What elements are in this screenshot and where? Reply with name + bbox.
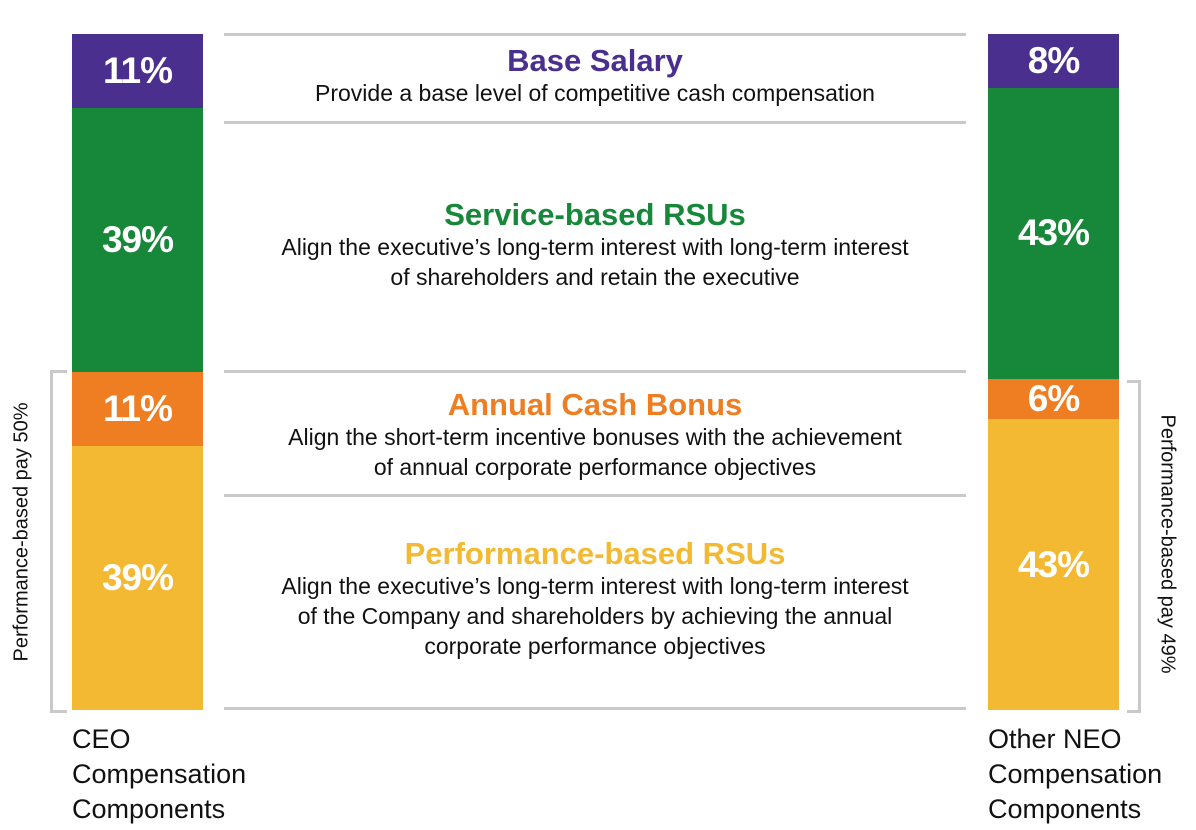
base-salary-description: Base Salary Provide a base level of comp… [224,44,966,108]
component-text-line: Provide a base level of competitive cash… [315,80,875,106]
divider-line [224,33,966,36]
bar-value-label: 11% [102,50,173,92]
neo-column-label: Other NEO Compensation Components [988,722,1162,827]
bar-value-label: 43% [1017,212,1090,254]
ceo-performance-label: Performance-based pay 50% [10,402,33,662]
neo-performance-label: Performance-based pay 49% [1156,414,1179,674]
ceo-bar-segment-service-based-rsus: 39% [72,108,203,372]
neo-performance-bracket [1127,380,1141,713]
neo-bar-segment-performance-based-rsus: 43% [988,419,1119,710]
neo-label-line: Other NEO [988,724,1122,754]
bar-value-label: 39% [101,557,174,599]
component-text-line: of shareholders and retain the executive [390,264,800,290]
ceo-label-line: Components [72,794,226,824]
component-title: Performance-based RSUs [404,536,786,571]
ceo-bar-segment-base-salary: 11% [72,34,203,109]
divider-line [224,494,966,497]
divider-line [224,707,966,710]
component-text-line: Align the executive’s long-term interest… [281,234,909,260]
performance-rsus-description: Performance-based RSUs Align the executi… [224,537,966,661]
bar-value-label: 8% [1027,40,1080,82]
annual-cash-bonus-description: Annual Cash Bonus Align the short-term i… [224,388,966,482]
bar-value-label: 43% [1017,543,1090,585]
ceo-label-line: Compensation [72,759,247,789]
neo-bar-segment-base-salary: 8% [988,34,1119,89]
component-text-line: Align the executive’s long-term interest… [281,573,909,599]
component-text-line: Align the short-term incentive bonuses w… [288,424,902,450]
component-text-line: of the Company and shareholders by achie… [297,603,893,629]
neo-label-line: Compensation [988,759,1163,789]
ceo-column-label: CEO Compensation Components [72,722,246,827]
component-text-line: of annual corporate performance objectiv… [373,454,817,480]
neo-stacked-bar: 8% 43% 6% 43% [988,34,1119,710]
neo-bar-segment-service-based-rsus: 43% [988,88,1119,379]
ceo-label-line: CEO [72,724,131,754]
service-rsus-description: Service-based RSUs Align the executive’s… [224,198,966,292]
component-title: Base Salary [507,43,683,78]
bar-value-label: 6% [1027,378,1080,420]
bar-value-label: 11% [102,388,173,430]
neo-label-line: Components [988,794,1142,824]
divider-line [224,370,966,373]
component-text-line: corporate performance objectives [424,633,766,659]
ceo-stacked-bar: 11% 39% 11% 39% [72,34,203,710]
ceo-performance-bracket [50,370,67,713]
ceo-bar-segment-performance-based-rsus: 39% [72,446,203,710]
component-title: Annual Cash Bonus [447,387,743,422]
divider-line [224,121,966,124]
ceo-bar-segment-annual-cash-bonus: 11% [72,372,203,447]
component-title: Service-based RSUs [444,197,746,232]
neo-bar-segment-annual-cash-bonus: 6% [988,378,1119,420]
bar-value-label: 39% [101,219,174,261]
